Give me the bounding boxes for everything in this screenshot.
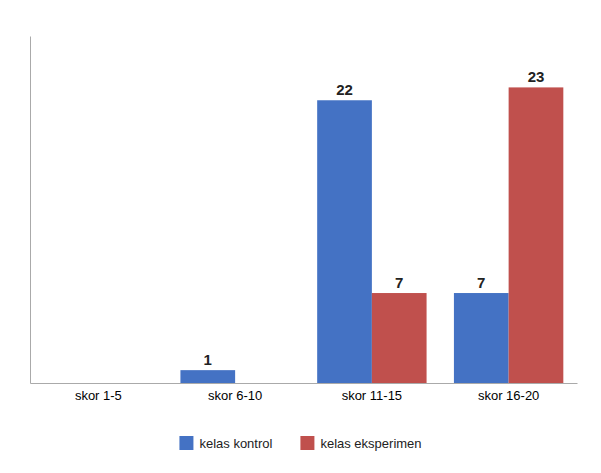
tick: skor 16-20 bbox=[478, 383, 539, 403]
bar bbox=[235, 383, 290, 384]
data-label: 7 bbox=[395, 274, 403, 291]
bar bbox=[454, 293, 509, 383]
legend-item: kelas eksperimen bbox=[300, 436, 421, 451]
legend-label: kelas eksperimen bbox=[320, 436, 421, 451]
data-label: 7 bbox=[477, 274, 485, 291]
bar bbox=[372, 293, 427, 383]
tick-label: skor 11-15 bbox=[342, 388, 402, 403]
tick: skor 11-15 bbox=[342, 383, 402, 403]
x-axis: skor 1-5 skor 6-10 skor 11-15 skor 16-20 bbox=[31, 383, 578, 403]
bar bbox=[98, 383, 153, 384]
data-label: 1 bbox=[204, 351, 212, 368]
data-label: 22 bbox=[336, 81, 353, 98]
y-axis-line bbox=[30, 37, 31, 384]
tick-label: skor 16-20 bbox=[478, 388, 539, 403]
bars bbox=[180, 87, 563, 383]
y-axis bbox=[30, 37, 31, 384]
legend-swatch bbox=[300, 436, 314, 450]
series bbox=[180, 100, 508, 383]
chart: skor 1-5 skor 6-10 skor 11-15 skor 16-20 1 22… bbox=[0, 0, 601, 473]
legend-item: kelas kontrol bbox=[179, 436, 272, 451]
tick: skor 1-5 bbox=[75, 383, 122, 403]
legend-swatch bbox=[179, 436, 193, 450]
series bbox=[372, 87, 563, 383]
tick: skor 6-10 bbox=[208, 383, 262, 403]
plot: skor 1-5 skor 6-10 skor 11-15 skor 16-20 1 22… bbox=[31, 37, 578, 404]
data-labels: 1 22 7 7 23 bbox=[204, 68, 545, 368]
data-label: 23 bbox=[528, 68, 545, 85]
x-axis-line bbox=[31, 383, 578, 384]
bar bbox=[509, 87, 564, 383]
legend-label: kelas kontrol bbox=[199, 436, 272, 451]
bar bbox=[180, 370, 235, 383]
tick-label: skor 1-5 bbox=[75, 388, 122, 403]
legend: kelas kontrol kelas eksperimen bbox=[179, 436, 421, 451]
bar bbox=[44, 383, 99, 384]
bar bbox=[317, 100, 372, 383]
tick-label: skor 6-10 bbox=[208, 388, 262, 403]
